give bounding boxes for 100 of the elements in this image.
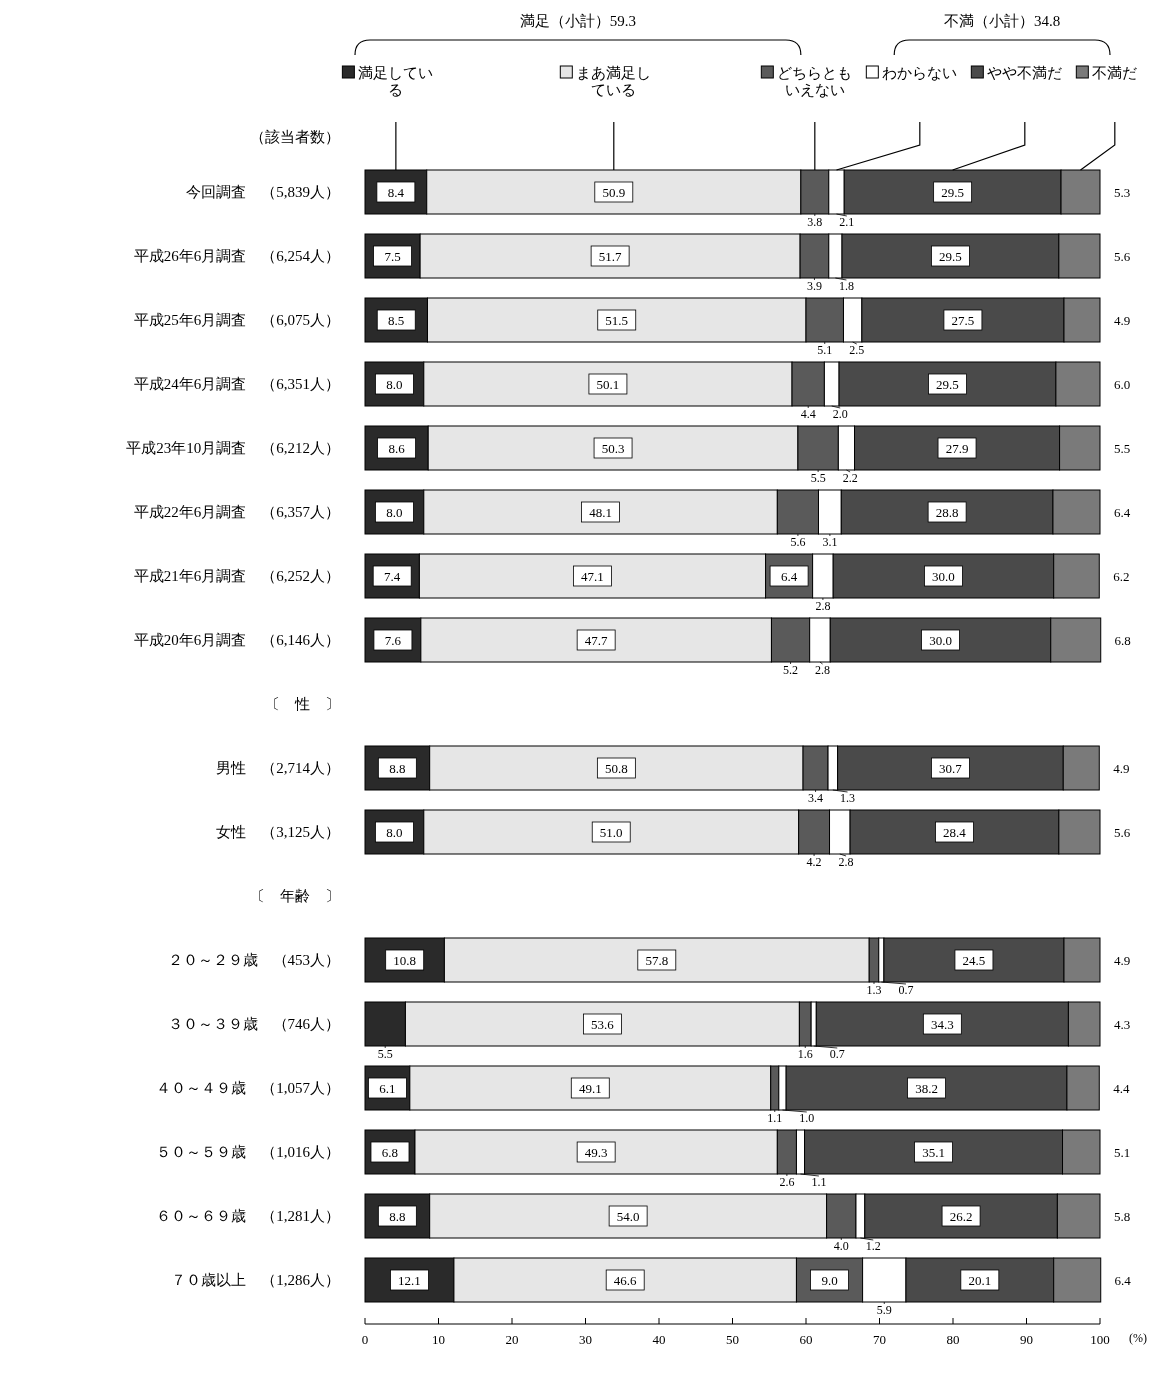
data-label: 8.0 (386, 825, 403, 840)
data-label: 6.8 (381, 1145, 399, 1160)
data-label: 3.4 (808, 791, 824, 805)
data-label: 26.2 (949, 1209, 973, 1224)
data-label: 3.1 (822, 535, 838, 549)
legend-label: やや不満だ (987, 65, 1063, 81)
data-label: 50.3 (601, 441, 625, 456)
x-tick-label: 100 (1090, 1332, 1110, 1347)
data-label: 2.6 (779, 1175, 795, 1189)
data-label: 30.0 (929, 633, 952, 648)
data-label: 1.1 (767, 1111, 783, 1125)
data-label: 3.9 (806, 279, 822, 293)
data-label: 30.7 (939, 761, 963, 776)
data-label: 2.1 (839, 215, 855, 229)
data-label: 5.8 (1113, 1209, 1131, 1224)
legend-label: 満足している (358, 65, 434, 98)
data-label: 0.7 (829, 1047, 845, 1061)
data-label: 5.1 (817, 343, 833, 357)
x-tick-label: 90 (1020, 1332, 1033, 1347)
data-label: 4.3 (1113, 1017, 1131, 1032)
y-tick-label: 平成23年10月調査 （6,212人） (126, 440, 340, 456)
data-label: 6.0 (1113, 377, 1131, 392)
x-tick-label: 70 (873, 1332, 886, 1347)
data-label: 50.9 (602, 185, 626, 200)
data-label: 1.2 (865, 1239, 881, 1253)
data-label: 57.8 (645, 953, 669, 968)
data-label: 5.9 (876, 1303, 892, 1317)
legend-label: 不満だ (1092, 65, 1138, 81)
data-label: 3.8 (807, 215, 823, 229)
data-label: 1.1 (811, 1175, 827, 1189)
data-label: 5.2 (783, 663, 799, 677)
data-label: 1.0 (799, 1111, 815, 1125)
data-label: 8.0 (386, 505, 403, 520)
x-tick-label: 60 (799, 1332, 813, 1347)
data-label: 51.5 (605, 313, 629, 328)
text: 満足（小計）59.3 (519, 13, 637, 29)
data-label: 24.5 (962, 953, 986, 968)
y-tick-label: ７０歳以上 （1,286人） (171, 1272, 340, 1288)
y-tick-label: 〔 性 〕 (265, 696, 340, 712)
data-label: 1.3 (866, 983, 882, 997)
data-label: 27.5 (951, 313, 975, 328)
y-tick-label: ４０～４９歳 （1,057人） (156, 1080, 340, 1096)
data-label: 4.9 (1113, 313, 1131, 328)
data-label: 51.0 (599, 825, 623, 840)
text: （該当者数） (250, 129, 340, 145)
data-label: 35.1 (922, 1145, 945, 1160)
y-tick-label: 平成24年6月調査 （6,351人） (133, 376, 340, 392)
data-label: 46.6 (613, 1273, 638, 1288)
data-label: 47.1 (581, 569, 604, 584)
y-tick-label: ３０～３９歳 （746人） (167, 1016, 340, 1032)
y-tick-label: ２０～２９歳 （453人） (167, 952, 340, 968)
data-label: 30.0 (932, 569, 955, 584)
data-label: 6.4 (1114, 1273, 1132, 1288)
data-label: 2.8 (815, 599, 831, 613)
data-label: 2.2 (842, 471, 858, 485)
legend-label: どちらともいえない (777, 65, 853, 98)
legend-label: わからない (882, 65, 958, 81)
data-label: 2.5 (849, 343, 865, 357)
data-label: 6.2 (1113, 569, 1130, 584)
data-label: 8.5 (388, 313, 405, 328)
data-label: 8.6 (388, 441, 406, 456)
data-label: 7.4 (384, 569, 401, 584)
data-label: 4.2 (806, 855, 822, 869)
data-label: 5.6 (1113, 249, 1131, 264)
data-label: 6.4 (780, 569, 798, 584)
data-label: 6.8 (1114, 633, 1131, 648)
data-label: 2.8 (815, 663, 831, 677)
data-label: 7.6 (384, 633, 402, 648)
text: 不満（小計）34.8 (943, 13, 1061, 29)
data-label: 51.7 (598, 249, 622, 264)
data-label: 49.1 (578, 1081, 602, 1096)
x-tick-label: 50 (726, 1332, 739, 1347)
data-label: 7.5 (384, 249, 401, 264)
data-label: 12.1 (398, 1273, 421, 1288)
data-label: 5.5 (377, 1047, 393, 1061)
y-tick-label: ５０～５９歳 （1,016人） (156, 1144, 340, 1160)
data-label: 20.1 (968, 1273, 992, 1288)
y-tick-label: 今回調査 （5,839人） (186, 184, 340, 200)
data-label: 28.8 (935, 505, 959, 520)
data-label: 50.1 (596, 377, 620, 392)
data-label: 1.6 (797, 1047, 813, 1061)
data-label: 4.9 (1113, 761, 1130, 776)
y-tick-label: 平成20年6月調査 （6,146人） (133, 632, 340, 648)
y-tick-label: 女性 （3,125人） (216, 824, 340, 840)
data-label: 0.7 (898, 983, 914, 997)
y-tick-label: 平成22年6月調査 （6,357人） (133, 504, 340, 520)
legend-label: まあ満足している (576, 65, 652, 98)
y-tick-label: 男性 （2,714人） (216, 760, 340, 776)
data-label: 50.8 (604, 761, 628, 776)
data-label: 6.4 (1113, 505, 1131, 520)
x-tick-label: 80 (946, 1332, 960, 1347)
data-label: 54.0 (616, 1209, 640, 1224)
data-label: 2.8 (838, 855, 854, 869)
x-axis-title: (%) (1129, 1331, 1147, 1345)
data-label: 48.1 (589, 505, 612, 520)
data-label: 29.5 (939, 249, 962, 264)
y-tick-label: 平成26年6月調査 （6,254人） (133, 248, 340, 264)
x-tick-label: 40 (652, 1332, 666, 1347)
data-label: 8.8 (389, 1209, 406, 1224)
y-tick-label: 〔 年齢 〕 (250, 888, 340, 904)
